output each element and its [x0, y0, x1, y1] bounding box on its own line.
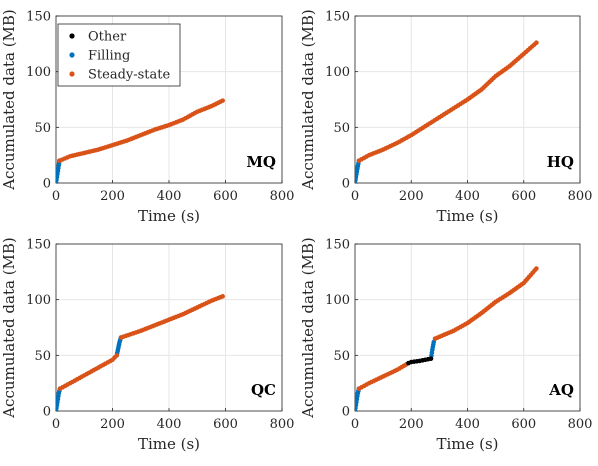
series-filling	[355, 336, 438, 411]
legend-box	[57, 23, 181, 87]
series-steady	[57, 98, 225, 164]
panel-tag: AQ	[548, 381, 574, 399]
x-axis-label: Time (s)	[436, 207, 498, 225]
x-tick-label: 800	[270, 189, 295, 204]
legend-marker-other	[69, 33, 75, 39]
y-tick-label: 100	[325, 293, 350, 308]
x-tick-label: 600	[213, 417, 238, 432]
x-axis-label: Time (s)	[436, 435, 498, 453]
x-tick-label: 0	[52, 417, 60, 432]
legend-marker-steady	[69, 71, 75, 77]
data-point-other	[428, 356, 434, 361]
x-tick-label: 0	[351, 189, 359, 204]
panel-mq: 0 200 400 600 800 0 50 100 150 Time (s) Accumulate…	[0, 9, 294, 225]
x-axis-label: Time (s)	[138, 435, 200, 453]
panel-tag: MQ	[246, 153, 276, 171]
y-tick-label: 0	[43, 177, 51, 192]
legend-label-steady: Steady-state	[88, 68, 171, 83]
data-point-steady	[534, 266, 539, 271]
data-markers	[355, 40, 539, 183]
y-axis-label: Accumulated data (MB)	[299, 9, 317, 191]
x-tick-label: 800	[568, 189, 593, 204]
y-tick-label: 100	[325, 65, 350, 80]
data-markers	[56, 98, 225, 183]
panel-hq: 0 200 400 600 800 0 50 100 150 Time (s) Accumulate…	[299, 9, 592, 225]
series-other	[406, 356, 434, 366]
y-tick-label: 50	[333, 121, 350, 136]
series-steady	[57, 294, 225, 392]
data-point-steady	[114, 353, 120, 358]
x-tick-label: 400	[157, 189, 182, 204]
data-point-steady	[220, 98, 225, 103]
x-axis-label: Time (s)	[138, 207, 200, 225]
x-tick-label: 400	[455, 417, 480, 432]
x-tick-label: 600	[511, 417, 536, 432]
x-tick-label: 0	[52, 189, 60, 204]
y-tick-label: 100	[26, 293, 51, 308]
data-markers	[56, 294, 225, 411]
x-tick-label: 600	[213, 189, 238, 204]
y-tick-label: 150	[325, 238, 350, 253]
y-tick-label: 150	[26, 10, 51, 25]
legend-label-other: Other	[88, 30, 127, 45]
y-tick-label: 50	[34, 349, 51, 364]
x-tick-label: 200	[100, 417, 125, 432]
series-steady	[356, 266, 539, 392]
series-steady	[356, 40, 539, 164]
y-tick-label: 50	[34, 121, 51, 136]
y-tick-label: 150	[26, 238, 51, 253]
legend-marker-filling	[69, 52, 75, 58]
y-axis-label: Accumulated data (MB)	[0, 237, 18, 419]
x-tick-label: 400	[157, 417, 182, 432]
y-tick-label: 0	[43, 405, 51, 420]
x-tick-label: 600	[511, 189, 536, 204]
x-tick-label: 200	[399, 189, 424, 204]
y-tick-label: 0	[342, 405, 350, 420]
x-tick-label: 200	[399, 417, 424, 432]
x-tick-label: 0	[351, 417, 359, 432]
y-axis-label: Accumulated data (MB)	[0, 9, 18, 191]
x-tick-label: 800	[270, 417, 295, 432]
panel-aq: 0 200 400 600 800 0 50 100 150 Time (s) Accumulate…	[299, 237, 592, 453]
data-point-steady	[534, 40, 539, 46]
panel-tag: HQ	[547, 153, 574, 171]
panel-qc: 0 200 400 600 800 0 50 100 150 Time (s) Accumulate…	[0, 237, 294, 453]
panel-tag: QC	[251, 381, 276, 399]
x-tick-label: 800	[568, 417, 593, 432]
x-tick-label: 200	[100, 189, 125, 204]
y-tick-label: 100	[26, 65, 51, 80]
y-tick-label: 0	[342, 177, 350, 192]
legend-label-filling: Filling	[88, 49, 130, 64]
y-axis-label: Accumulated data (MB)	[299, 237, 317, 419]
data-markers	[355, 266, 539, 411]
y-tick-label: 150	[325, 10, 350, 25]
x-tick-label: 400	[455, 189, 480, 204]
data-point-steady	[220, 294, 225, 299]
legend: Other Filling Steady-state	[57, 23, 181, 87]
y-tick-label: 50	[333, 349, 350, 364]
